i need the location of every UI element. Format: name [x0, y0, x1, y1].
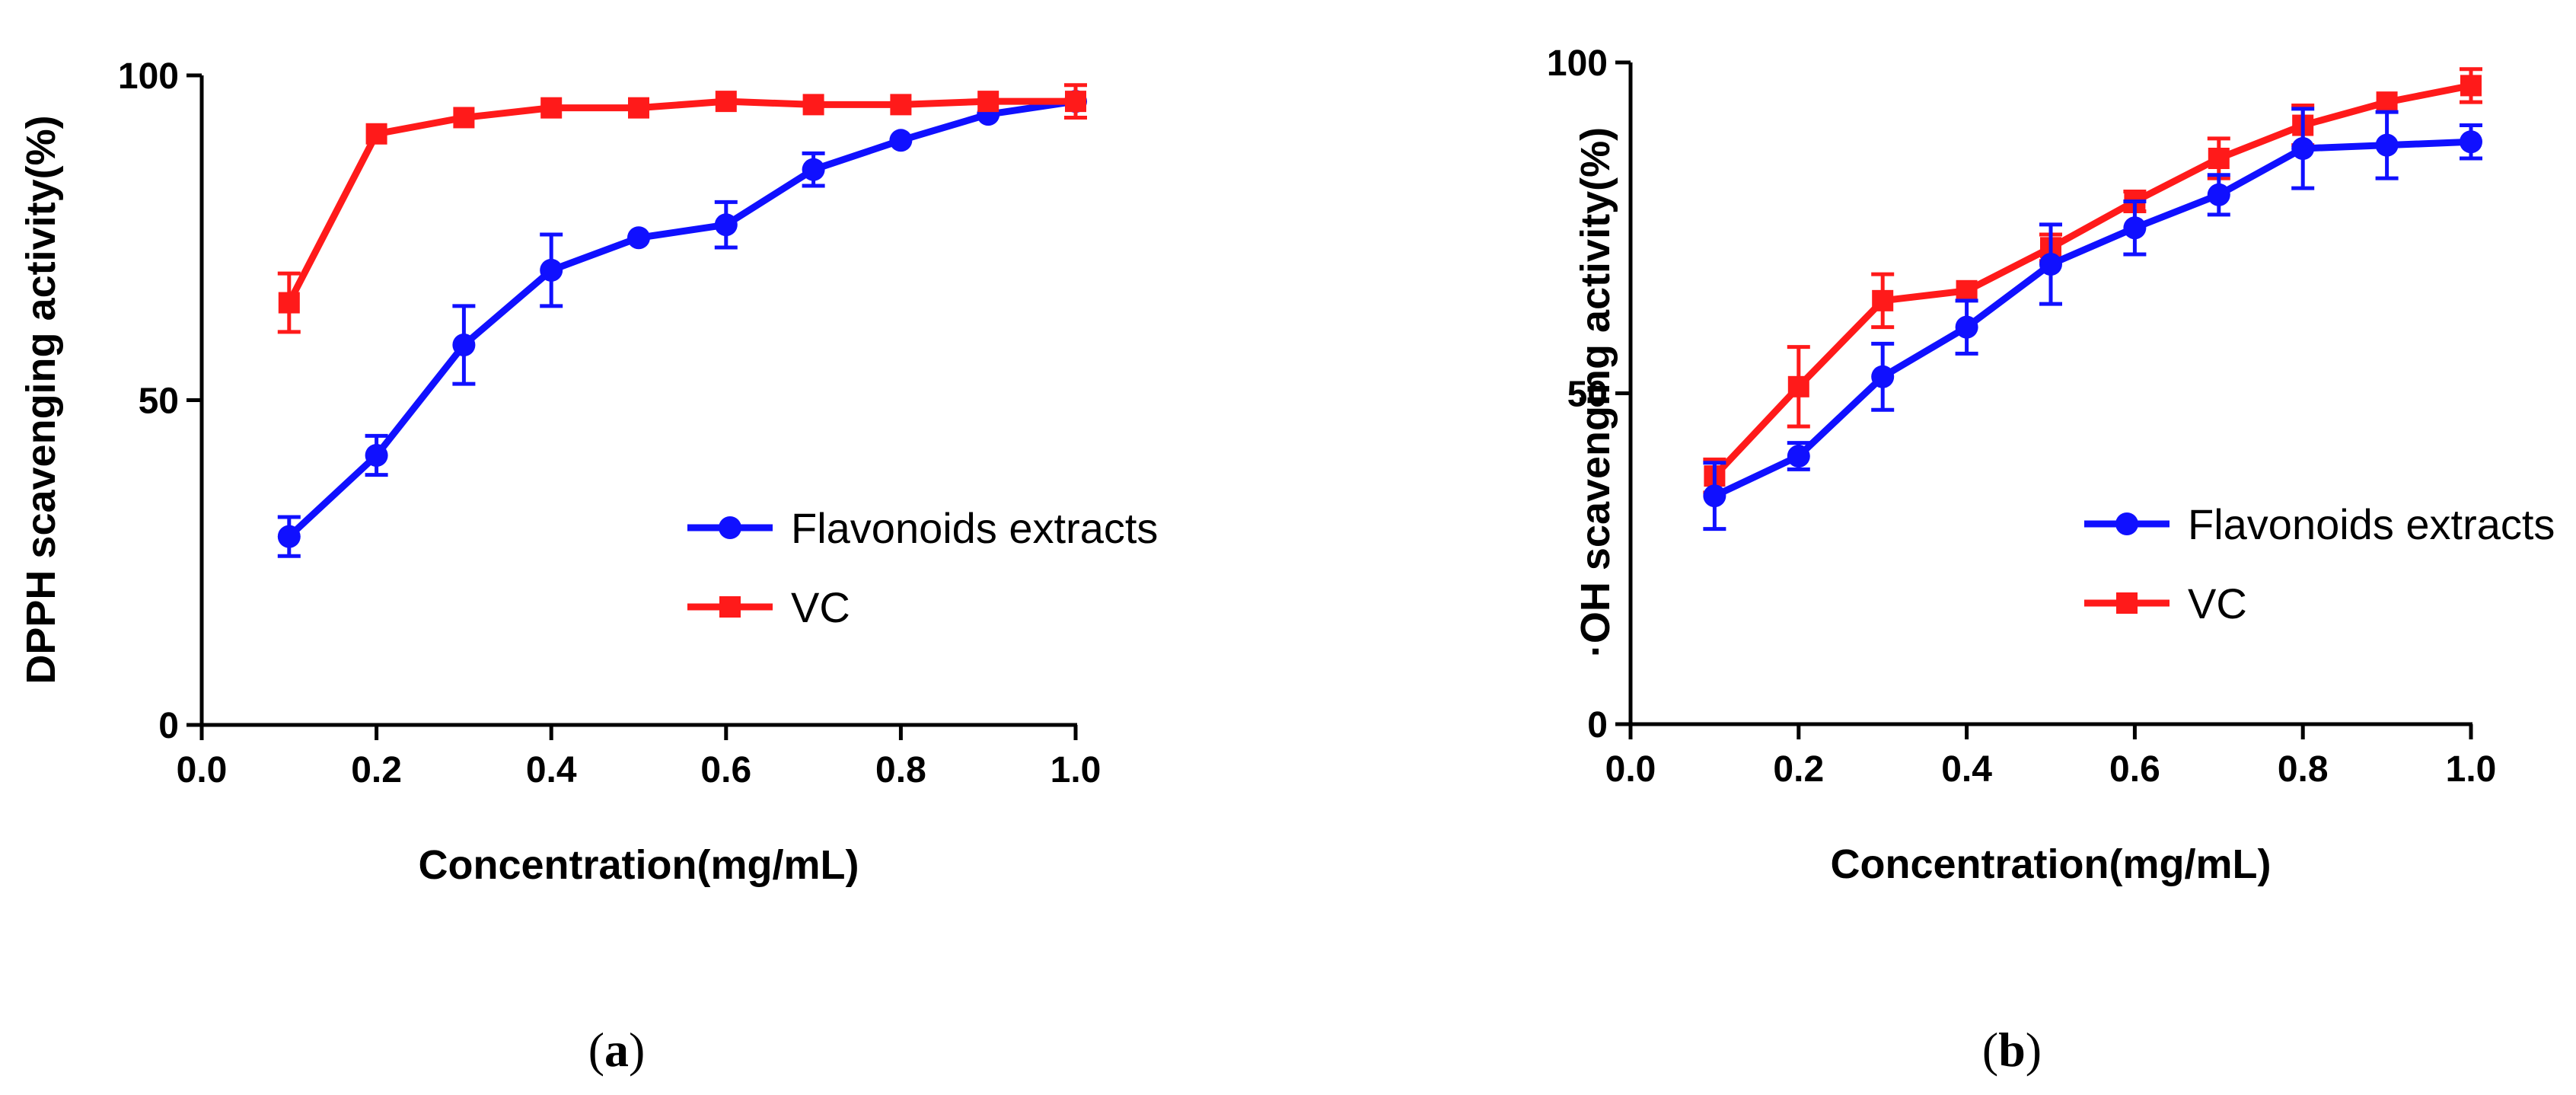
legend-marker [719, 516, 741, 539]
data-point [2208, 148, 2230, 170]
data-point [628, 97, 649, 119]
legend-item: Flavonoids extracts [687, 504, 1158, 552]
series-flavonoids [277, 90, 1087, 558]
data-point [452, 333, 476, 356]
y-tick-label: 50 [139, 381, 179, 422]
data-point [1787, 375, 1809, 397]
caption-open: ( [1982, 1023, 1998, 1077]
data-point [1872, 289, 1894, 311]
data-point [2460, 75, 2482, 97]
series-vc [1703, 67, 2482, 495]
y-axis-title: ·OH scavenging activity(%) [1573, 127, 1618, 657]
data-point [890, 94, 912, 116]
panel-caption: (a) [588, 1023, 646, 1077]
data-point [2375, 133, 2399, 157]
legend-item: VC [2084, 579, 2247, 627]
y-tick-label: 50 [1567, 375, 1608, 415]
series-line [1712, 81, 2472, 479]
x-tick-label: 0.2 [1773, 749, 1824, 790]
data-point [2039, 253, 2062, 276]
y-axis-title: DPPH scavenging activity(%) [18, 115, 64, 684]
x-tick-label: 1.0 [1050, 750, 1101, 790]
data-point [802, 158, 825, 181]
data-point [714, 213, 738, 237]
panel-b-chart: 0.0 0.2 0.4 0.6 0.8 1.0 0 50 100 Concentration(mg… [1547, 43, 2555, 1077]
x-tick-label: 0.0 [1605, 749, 1656, 790]
data-point [365, 444, 388, 468]
series-line [1713, 138, 2472, 500]
data-point [365, 123, 387, 145]
caption-close: ) [2026, 1023, 2042, 1077]
caption-letter: b [1998, 1023, 2026, 1077]
data-point [277, 525, 301, 548]
x-tick-label: 0.4 [1941, 749, 1992, 790]
x-tick-label: 0.6 [2109, 749, 2160, 790]
series-flavonoids [1703, 107, 2482, 532]
data-point [2460, 130, 2482, 154]
data-point [802, 94, 824, 116]
series-vc [277, 83, 1087, 334]
caption-close: ) [629, 1023, 645, 1077]
x-axis-title: Concentration(mg/mL) [419, 842, 859, 888]
data-point [540, 97, 563, 119]
data-point [453, 107, 475, 129]
data-point [2207, 183, 2230, 206]
data-point [977, 91, 999, 113]
x-tick-label: 1.0 [2446, 749, 2497, 790]
data-point [1955, 315, 1978, 339]
legend-label: VC [791, 583, 850, 631]
panel-a-chart: 0.0 0.2 0.4 0.6 0.8 1.0 0 50 100 Concentration(mg… [18, 56, 1158, 1077]
x-tick-label: 0.8 [2278, 749, 2329, 790]
data-point [1956, 279, 1978, 302]
y-tick-label: 100 [1547, 43, 1608, 84]
data-point [2123, 216, 2147, 240]
legend-label: Flavonoids extracts [791, 504, 1158, 552]
data-point [1871, 365, 1895, 388]
data-point [278, 292, 300, 314]
series-line [285, 97, 1076, 305]
legend-item: Flavonoids extracts [2084, 500, 2555, 548]
y-tick-label: 0 [158, 706, 179, 746]
data-point [889, 129, 913, 152]
legend-marker [719, 596, 741, 618]
x-tick-label: 0.4 [526, 750, 577, 790]
data-point [715, 91, 737, 113]
caption-letter: a [604, 1023, 629, 1077]
caption-open: ( [588, 1023, 604, 1077]
data-point [1065, 91, 1086, 113]
legend-item: VC [687, 583, 850, 631]
y-tick-label: 0 [1587, 705, 1608, 745]
data-point [1787, 445, 1810, 468]
x-tick-label: 0.8 [875, 750, 926, 790]
legend-marker [2116, 592, 2138, 614]
x-tick-label: 0.2 [351, 750, 402, 790]
y-tick-label: 100 [118, 56, 179, 97]
legend-label: Flavonoids extracts [2188, 500, 2555, 548]
x-tick-label: 0.0 [177, 750, 228, 790]
data-point [627, 226, 650, 250]
data-point [1703, 484, 1726, 508]
x-tick-label: 0.6 [700, 750, 751, 790]
data-point [2376, 91, 2398, 113]
data-point [2291, 136, 2315, 160]
legend-label: VC [2188, 579, 2247, 627]
legend-marker [2115, 512, 2138, 535]
x-axis-title: Concentration(mg/mL) [1831, 841, 2272, 887]
series-line [286, 97, 1076, 539]
data-point [540, 258, 563, 282]
panel-caption: (b) [1982, 1023, 2042, 1077]
